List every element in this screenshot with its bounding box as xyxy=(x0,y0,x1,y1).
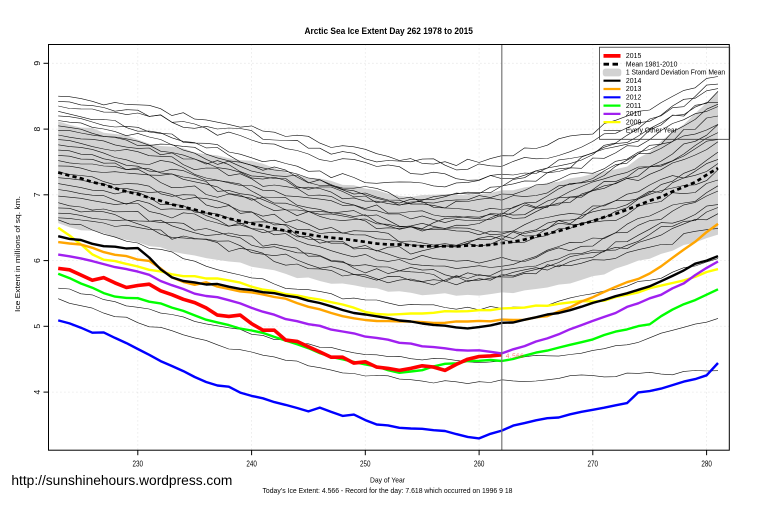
svg-text:Mean 1981-2010: Mean 1981-2010 xyxy=(626,59,678,68)
svg-text:2012: 2012 xyxy=(626,93,641,102)
svg-text:8: 8 xyxy=(32,126,42,131)
svg-text:4: 4 xyxy=(32,389,42,394)
svg-text:9: 9 xyxy=(32,61,42,66)
svg-text:Today’s Ice Extent: 4.566 - R: Today’s Ice Extent: 4.566 - Record for t… xyxy=(263,488,513,495)
svg-text:2010: 2010 xyxy=(626,109,641,118)
svg-text:250: 250 xyxy=(360,459,371,469)
svg-text:6: 6 xyxy=(32,258,42,263)
svg-text:2015: 2015 xyxy=(626,51,641,60)
svg-text:1 Standard Deviation From Mean: 1 Standard Deviation From Mean xyxy=(626,68,725,77)
svg-text:240: 240 xyxy=(246,459,257,469)
svg-text:280: 280 xyxy=(701,459,712,469)
svg-text:Day of Year: Day of Year xyxy=(370,476,405,485)
svg-text:Ice Extent in millions of sq.: Ice Extent in millions of sq. km. xyxy=(13,196,22,312)
svg-text:270: 270 xyxy=(588,459,599,469)
svg-text:2011: 2011 xyxy=(626,101,641,110)
svg-text:4.566: 4.566 xyxy=(506,353,524,360)
svg-text:http://sunshinehours.wordpress: http://sunshinehours.wordpress.com xyxy=(11,473,232,488)
svg-text:2009: 2009 xyxy=(626,117,641,126)
svg-text:Every Other Year: Every Other Year xyxy=(626,126,677,135)
svg-text:260: 260 xyxy=(474,459,485,469)
svg-text:7: 7 xyxy=(32,192,42,197)
svg-text:Arctic Sea Ice Extent Day 262: Arctic Sea Ice Extent Day 262 1978 to 20… xyxy=(304,26,473,37)
svg-text:5: 5 xyxy=(32,324,42,329)
svg-text:230: 230 xyxy=(133,459,144,469)
svg-text:2013: 2013 xyxy=(626,84,641,93)
svg-text:2014: 2014 xyxy=(626,76,641,85)
